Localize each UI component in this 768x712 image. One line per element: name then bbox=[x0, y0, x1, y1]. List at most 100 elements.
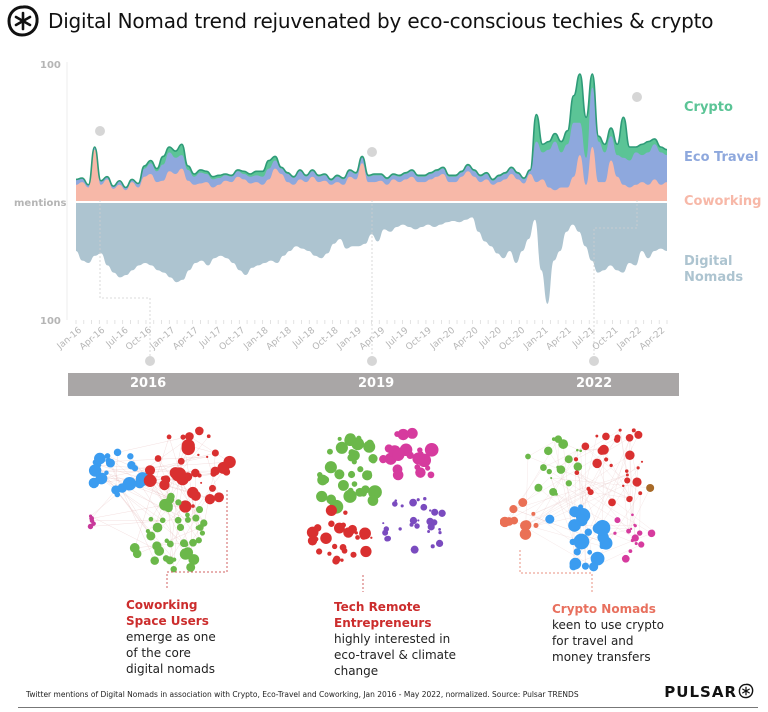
network-node bbox=[197, 473, 202, 478]
y-tick-upper: 100 bbox=[40, 60, 61, 71]
network-node bbox=[179, 548, 192, 560]
x-tick-label: Jan-21 bbox=[521, 326, 550, 353]
annotation-heading: Entrepreneurs bbox=[334, 616, 432, 630]
network-edge bbox=[585, 446, 641, 494]
network-edge bbox=[553, 439, 578, 552]
network-node bbox=[179, 500, 192, 513]
network-node bbox=[177, 457, 185, 465]
legend-eco-travel: Eco Travel bbox=[684, 150, 759, 165]
annotation-heading: Coworking bbox=[126, 598, 198, 612]
network-edge bbox=[582, 461, 643, 516]
network-node bbox=[621, 554, 630, 563]
network-edge bbox=[525, 455, 630, 526]
network-edge bbox=[122, 487, 149, 532]
network-node bbox=[438, 531, 442, 535]
network-node bbox=[325, 504, 337, 516]
x-tick-label: Oct-21 bbox=[591, 326, 621, 353]
network-node bbox=[647, 529, 656, 538]
network-node bbox=[625, 450, 635, 461]
annotation-coworking-space-users: Coworking Space Users emerge as one of t… bbox=[126, 597, 216, 677]
network-node bbox=[622, 484, 625, 488]
network-node bbox=[159, 517, 166, 524]
network-node bbox=[114, 491, 121, 498]
network-edge bbox=[575, 437, 618, 460]
network-node bbox=[625, 473, 629, 477]
network-node bbox=[324, 461, 337, 474]
network-node bbox=[564, 455, 573, 464]
network-node bbox=[634, 541, 638, 546]
network-edge bbox=[122, 487, 189, 521]
pulsar-asterisk-icon bbox=[7, 5, 39, 37]
network-node bbox=[613, 531, 617, 535]
network-node bbox=[546, 468, 552, 475]
network-node bbox=[175, 499, 182, 506]
network-node bbox=[347, 524, 358, 535]
network-node bbox=[534, 483, 543, 492]
network-node bbox=[343, 489, 357, 503]
network-node bbox=[185, 432, 194, 441]
network-node bbox=[327, 551, 332, 556]
network-node bbox=[500, 516, 511, 528]
network-edge bbox=[168, 436, 180, 471]
network-node bbox=[154, 545, 165, 556]
network-node bbox=[374, 490, 380, 497]
network-node bbox=[427, 471, 435, 479]
x-tick-label: Apr-21 bbox=[545, 326, 574, 353]
network-node bbox=[340, 558, 344, 562]
network-node bbox=[347, 470, 356, 479]
network-node bbox=[569, 562, 578, 571]
annotation-connectors bbox=[166, 490, 593, 593]
network-node bbox=[152, 522, 163, 533]
network-node bbox=[409, 516, 418, 525]
annotation-body: keen to use crypto bbox=[552, 618, 664, 632]
network-edge bbox=[533, 488, 589, 515]
network-node bbox=[638, 491, 643, 496]
network-node bbox=[581, 442, 590, 451]
network-node bbox=[543, 446, 553, 456]
network-node bbox=[337, 479, 349, 491]
event-connector bbox=[99, 200, 151, 361]
network-edge bbox=[181, 452, 216, 462]
network-node bbox=[214, 492, 224, 503]
network-edge bbox=[543, 467, 652, 534]
network-edge bbox=[602, 449, 605, 528]
year-2022: 2022 bbox=[576, 376, 613, 391]
network-node bbox=[188, 554, 200, 565]
network-node bbox=[159, 479, 170, 491]
network-node bbox=[367, 495, 379, 506]
network-node bbox=[614, 434, 621, 441]
network-node bbox=[199, 530, 206, 536]
network-node bbox=[626, 528, 632, 534]
network-node bbox=[573, 533, 590, 550]
network-node bbox=[348, 449, 356, 457]
network-node bbox=[344, 433, 357, 445]
area-coworking bbox=[76, 147, 667, 201]
network-node bbox=[343, 510, 348, 515]
x-tick-label: Jan-17 bbox=[148, 326, 177, 353]
x-tick-label: Jan-20 bbox=[428, 325, 457, 352]
event-marker bbox=[589, 356, 599, 366]
network-node bbox=[204, 493, 216, 505]
network-node bbox=[113, 448, 122, 457]
network-node bbox=[400, 504, 404, 508]
network-node bbox=[420, 503, 428, 511]
network-node bbox=[578, 504, 584, 510]
network-edge bbox=[91, 489, 116, 519]
network-node bbox=[197, 453, 200, 457]
network-node bbox=[191, 504, 195, 508]
source-note: Twitter mentions of Digital Nomads in as… bbox=[26, 690, 579, 699]
network-node bbox=[195, 506, 204, 514]
network-node bbox=[143, 474, 157, 487]
network-node bbox=[337, 473, 343, 479]
network-node bbox=[384, 536, 390, 542]
network-node bbox=[628, 549, 633, 554]
network-node bbox=[324, 535, 328, 538]
network-node bbox=[587, 489, 594, 496]
event-marker bbox=[367, 356, 377, 366]
network-node bbox=[361, 485, 370, 494]
network-node bbox=[398, 527, 402, 531]
network-node bbox=[438, 527, 442, 531]
network-edge bbox=[628, 487, 651, 532]
network-node bbox=[428, 509, 432, 512]
network-node bbox=[551, 437, 556, 442]
